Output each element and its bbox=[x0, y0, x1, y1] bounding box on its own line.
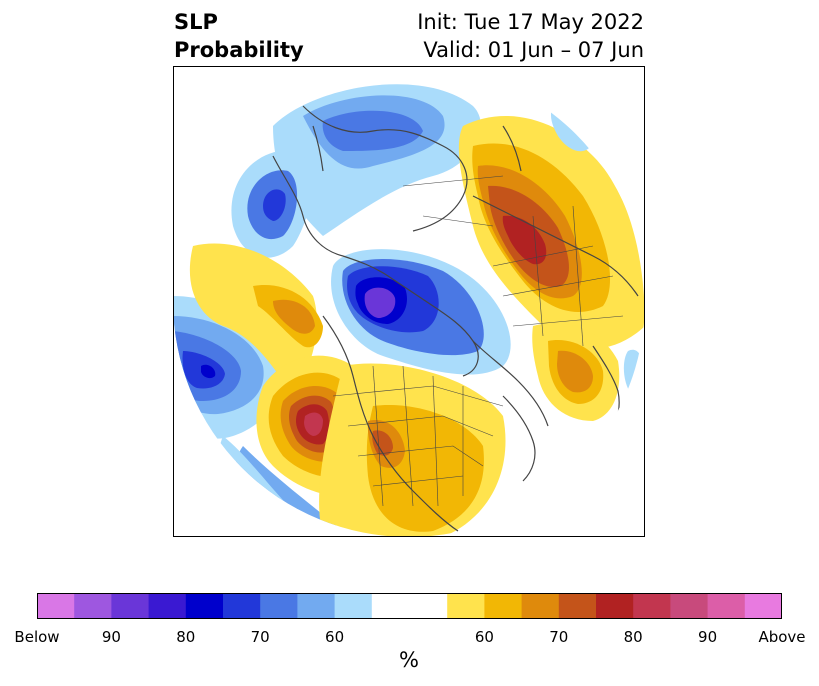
colorbar-frame bbox=[37, 593, 782, 619]
title-type: Probability bbox=[174, 38, 304, 62]
colorbar-segment bbox=[744, 593, 782, 619]
title-variable: SLP bbox=[174, 10, 218, 34]
colorbar-segment bbox=[148, 593, 187, 619]
title-right: Init: Tue 17 May 2022 Valid: 01 Jun – 07… bbox=[417, 8, 644, 64]
init-date: Init: Tue 17 May 2022 bbox=[417, 10, 644, 34]
colorbar-segment bbox=[297, 593, 336, 619]
colorbar bbox=[37, 593, 782, 619]
valid-range: Valid: 01 Jun – 07 Jun bbox=[423, 38, 644, 62]
colorbar-tick-label: 80 bbox=[176, 628, 196, 646]
colorbar-unit-label: % bbox=[399, 648, 419, 672]
colorbar-tick-label: 60 bbox=[325, 628, 345, 646]
colorbar-tick-label: 70 bbox=[250, 628, 270, 646]
colorbar-segment bbox=[185, 593, 224, 619]
colorbar-tick-label: Below bbox=[14, 628, 60, 646]
colorbar-segment bbox=[558, 593, 597, 619]
colorbar-segment bbox=[74, 593, 112, 619]
probability-map bbox=[173, 66, 645, 537]
probability-fields bbox=[173, 84, 645, 537]
colorbar-tick-label: 70 bbox=[549, 628, 569, 646]
title-left: SLP Probability bbox=[174, 8, 304, 64]
colorbar-segment bbox=[334, 593, 373, 619]
colorbar-segment bbox=[37, 593, 75, 619]
colorbar-tick-label: 90 bbox=[101, 628, 121, 646]
colorbar-tick-label: 60 bbox=[474, 628, 494, 646]
colorbar-segment bbox=[521, 593, 560, 619]
colorbar-segment bbox=[633, 593, 671, 619]
colorbar-tick-label: Above bbox=[758, 628, 806, 646]
colorbar-segment bbox=[447, 593, 485, 619]
colorbar-tick-label: 90 bbox=[698, 628, 718, 646]
colorbar-segment bbox=[670, 593, 709, 619]
colorbar-segment bbox=[484, 593, 523, 619]
colorbar-tick-label: 80 bbox=[623, 628, 643, 646]
colorbar-segment bbox=[707, 593, 746, 619]
colorbar-segment bbox=[371, 593, 448, 619]
colorbar-segment bbox=[596, 593, 634, 619]
colorbar-segment bbox=[260, 593, 298, 619]
colorbar-segment bbox=[223, 593, 261, 619]
colorbar-segment bbox=[111, 593, 150, 619]
coastlines bbox=[272, 105, 639, 532]
map-frame bbox=[173, 66, 645, 537]
